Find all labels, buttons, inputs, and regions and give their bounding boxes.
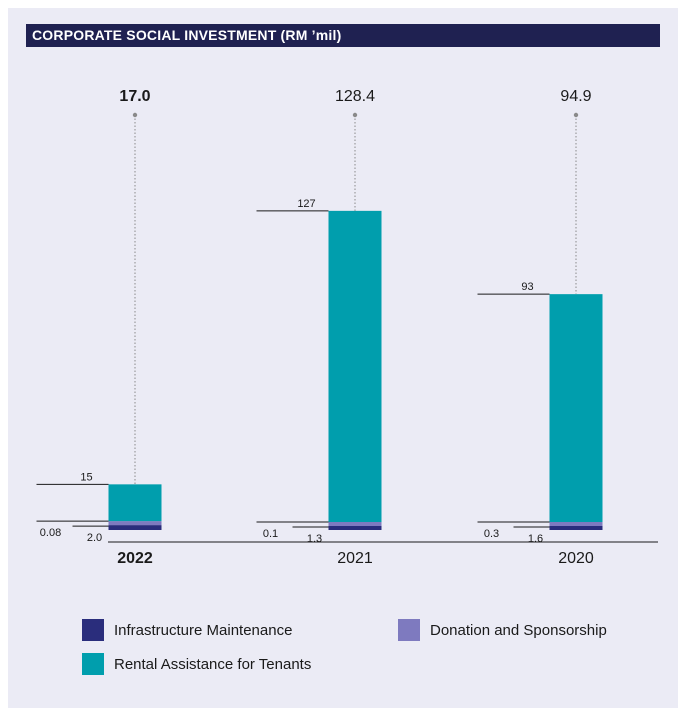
data-label-infrastructure-2020: 1.6: [528, 533, 543, 545]
category-label-2020: 2020: [558, 550, 594, 567]
data-label-infrastructure-2022: 2.0: [87, 532, 102, 544]
data-label-infrastructure-2021: 1.3: [307, 533, 322, 545]
total-label-2021: 128.4: [335, 88, 375, 105]
legend-item-infrastructure: Infrastructure Maintenance: [82, 619, 292, 641]
total-label-2022: 17.0: [119, 88, 150, 105]
legend-item-donation: Donation and Sponsorship: [398, 619, 607, 641]
legend-swatch-rental: [82, 653, 104, 675]
bar-2021-infrastructure-maintenance: [328, 526, 382, 530]
total-label-2020: 94.9: [560, 88, 591, 105]
leader-dot-2020: [573, 112, 579, 118]
bar-2022-infrastructure-maintenance: [108, 525, 162, 530]
chart-title-bar: CORPORATE SOCIAL INVESTMENT (RM ’mil): [26, 24, 660, 47]
data-label-donation-2020: 0.3: [484, 528, 499, 540]
legend-swatch-donation: [398, 619, 420, 641]
leader-dot-2022: [132, 112, 138, 118]
bar-2020-donation-and-sponsorship: [549, 522, 603, 526]
legend-label-donation: Donation and Sponsorship: [430, 621, 607, 639]
bar-2020-rental-assistance-for-tenants: [549, 294, 603, 522]
category-label-2022: 2022: [117, 550, 153, 567]
data-label-rental-2022: 15: [80, 471, 92, 483]
bar-2022-rental-assistance-for-tenants: [108, 484, 162, 522]
legend-label-infrastructure: Infrastructure Maintenance: [114, 621, 293, 639]
bar-2021-rental-assistance-for-tenants: [328, 210, 382, 522]
bar-2021-donation-and-sponsorship: [328, 522, 382, 526]
legend-label-rental: Rental Assistance for Tenants: [114, 655, 312, 673]
leader-dot-2021: [352, 112, 358, 118]
data-label-rental-2020: 93: [521, 281, 533, 293]
category-label-2021: 2021: [337, 550, 373, 567]
data-label-rental-2021: 127: [297, 198, 315, 210]
bar-2022-donation-and-sponsorship: [108, 521, 162, 526]
data-label-donation-2021: 0.1: [263, 528, 278, 540]
legend-swatch-infrastructure: [82, 619, 104, 641]
legend-item-rental: Rental Assistance for Tenants: [82, 653, 311, 675]
bar-2020-infrastructure-maintenance: [549, 526, 603, 530]
data-label-donation-2022: 0.08: [40, 527, 61, 539]
chart-title: CORPORATE SOCIAL INVESTMENT (RM ’mil): [32, 27, 342, 43]
